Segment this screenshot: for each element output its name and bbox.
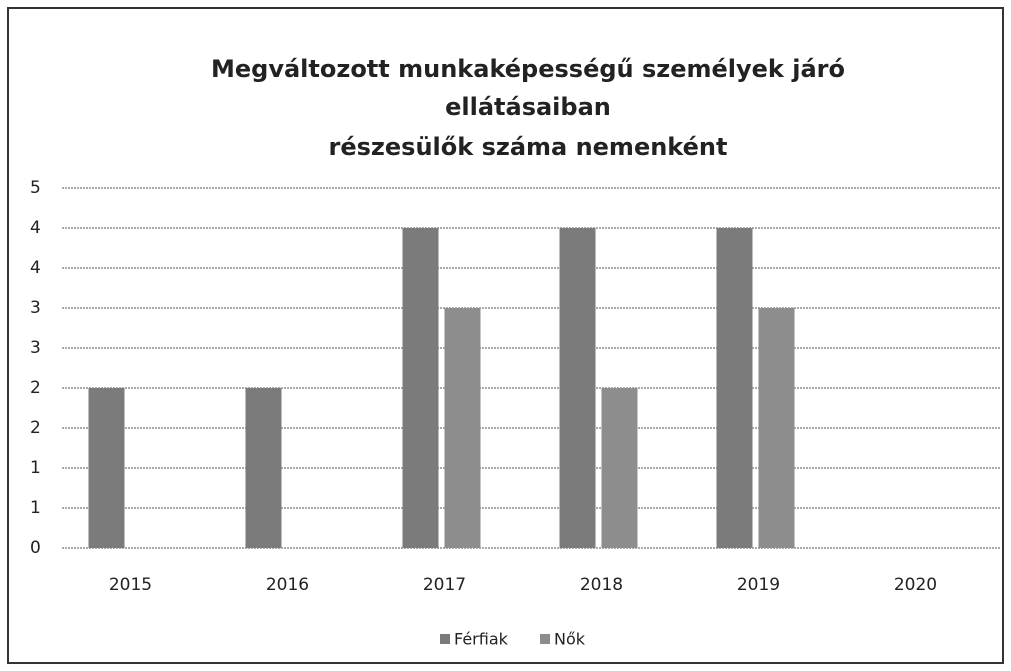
bar bbox=[444, 308, 481, 548]
x-tick-label: 2015 bbox=[109, 575, 152, 595]
chart-title: Megváltozott munkaképességű személyek já… bbox=[211, 55, 845, 83]
y-tick-label: 2 bbox=[30, 378, 41, 398]
y-tick-label: 4 bbox=[30, 258, 41, 278]
legend-swatch bbox=[440, 634, 450, 644]
legend-swatch bbox=[540, 634, 550, 644]
y-tick-label: 3 bbox=[30, 338, 41, 358]
bar bbox=[245, 388, 282, 548]
x-tick-label: 2020 bbox=[894, 575, 937, 595]
bar bbox=[88, 388, 125, 548]
y-tick-label: 1 bbox=[30, 498, 41, 518]
bar bbox=[758, 308, 795, 548]
bar bbox=[601, 388, 638, 548]
bar bbox=[402, 228, 439, 548]
x-tick-label: 2017 bbox=[423, 575, 466, 595]
bar bbox=[716, 228, 753, 548]
x-tick-label: 2016 bbox=[266, 575, 309, 595]
chart-title: részesülők száma nemenként bbox=[329, 133, 728, 161]
x-tick-label: 2018 bbox=[580, 575, 623, 595]
x-tick-label: 2019 bbox=[737, 575, 780, 595]
y-tick-label: 2 bbox=[30, 418, 41, 438]
chart-title: ellátásaiban bbox=[445, 93, 611, 121]
legend-label: Férfiak bbox=[454, 630, 509, 649]
y-tick-label: 1 bbox=[30, 458, 41, 478]
bar bbox=[559, 228, 596, 548]
y-tick-label: 4 bbox=[30, 218, 41, 238]
y-tick-label: 5 bbox=[30, 178, 41, 198]
y-tick-label: 3 bbox=[30, 298, 41, 318]
y-tick-label: 0 bbox=[30, 538, 41, 558]
legend-label: Nők bbox=[554, 630, 586, 649]
chart-frame bbox=[7, 7, 1004, 664]
